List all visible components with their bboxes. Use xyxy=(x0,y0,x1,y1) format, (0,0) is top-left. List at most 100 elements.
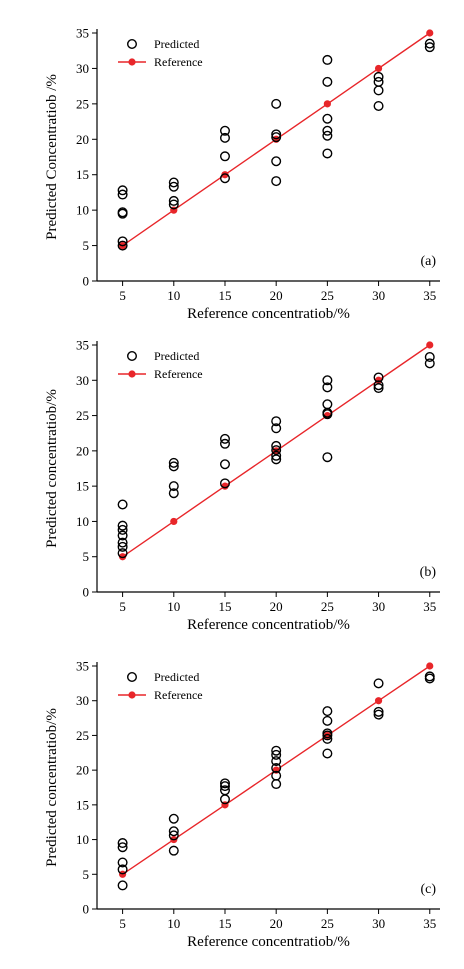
y-tick-label: 15 xyxy=(76,167,89,182)
x-tick-label: 20 xyxy=(270,288,283,303)
predicted-point xyxy=(271,423,282,434)
predicted-point xyxy=(373,709,384,720)
x-tick-label: 15 xyxy=(218,916,231,931)
predicted-point xyxy=(117,185,128,196)
predicted-point xyxy=(271,779,282,790)
x-tick-label: 25 xyxy=(321,599,334,614)
predicted-point xyxy=(219,125,230,136)
panel-label: (b) xyxy=(420,565,437,580)
predicted-point xyxy=(168,195,179,206)
legend-predicted-marker xyxy=(126,39,137,50)
predicted-point xyxy=(117,236,128,247)
reference-point xyxy=(426,662,434,670)
predicted-point xyxy=(424,358,435,369)
predicted-point xyxy=(117,240,128,251)
legend-predicted-marker xyxy=(126,351,137,362)
x-tick-label: 10 xyxy=(167,288,180,303)
predicted-point xyxy=(168,830,179,841)
predicted-point xyxy=(271,749,282,760)
x-tick-label: 10 xyxy=(167,916,180,931)
y-tick-label: 20 xyxy=(76,443,89,458)
x-tick-label: 30 xyxy=(372,916,385,931)
legend-predicted-label: Predicted xyxy=(154,670,199,684)
predicted-point xyxy=(322,409,333,420)
predicted-point xyxy=(271,756,282,767)
legend-reference-marker xyxy=(128,691,136,699)
predicted-point xyxy=(424,351,435,362)
predicted-point xyxy=(373,71,384,82)
y-tick-label: 5 xyxy=(83,238,90,253)
x-tick-label: 5 xyxy=(119,288,126,303)
x-tick-label: 15 xyxy=(218,599,231,614)
scatter-chart-c: 0 5 10 15 20 25 30 35 5 10 15 20 25 30 35 Reference con… xyxy=(44,659,440,950)
x-tick-label: 20 xyxy=(270,599,283,614)
y-tick-label: 35 xyxy=(76,26,89,41)
predicted-point xyxy=(271,450,282,461)
predicted-point xyxy=(271,763,282,774)
scatter-chart-a: 0 5 10 15 20 25 30 35 5 10 15 20 25 30 35 Reference con… xyxy=(44,26,440,322)
predicted-point xyxy=(322,130,333,141)
predicted-point xyxy=(271,416,282,427)
legend-predicted-marker xyxy=(126,672,137,683)
predicted-point xyxy=(117,520,128,531)
predicted-point xyxy=(322,54,333,65)
predicted-point xyxy=(322,715,333,726)
predicted-point xyxy=(117,537,128,548)
x-axis-title: Reference concentratiob/% xyxy=(187,934,350,950)
x-axis-title: Reference concentratiob/% xyxy=(187,306,350,322)
predicted-point xyxy=(117,189,128,200)
predicted-point xyxy=(168,181,179,192)
predicted-point xyxy=(322,748,333,759)
predicted-point xyxy=(271,745,282,756)
predicted-point xyxy=(373,706,384,717)
predicted-point xyxy=(117,548,128,559)
y-tick-label: 35 xyxy=(76,659,89,674)
predicted-point xyxy=(117,530,128,541)
legend-reference-marker xyxy=(128,370,136,378)
x-tick-label: 15 xyxy=(218,288,231,303)
reference-point xyxy=(426,29,434,37)
predicted-point xyxy=(322,452,333,463)
predicted-point xyxy=(219,794,230,805)
reference-point xyxy=(221,171,229,179)
reference-point xyxy=(118,553,127,561)
y-tick-label: 10 xyxy=(76,203,89,218)
y-tick-label: 0 xyxy=(83,902,90,917)
legend-predicted-label: Predicted xyxy=(154,37,199,51)
predicted-point xyxy=(322,113,333,124)
y-tick-label: 35 xyxy=(76,338,89,353)
legend-reference-label: Reference xyxy=(154,688,203,702)
predicted-point xyxy=(219,478,230,489)
y-tick-label: 25 xyxy=(76,728,89,743)
predicted-point xyxy=(117,208,128,219)
predicted-point xyxy=(219,781,230,792)
predicted-point xyxy=(117,880,128,891)
x-tick-label: 5 xyxy=(119,916,126,931)
predicted-point xyxy=(322,733,333,744)
x-tick-label: 30 xyxy=(372,599,385,614)
legend-reference-label: Reference xyxy=(154,55,203,69)
predicted-point xyxy=(271,176,282,187)
x-tick-label: 35 xyxy=(423,599,436,614)
predicted-point xyxy=(322,76,333,87)
y-tick-label: 25 xyxy=(76,408,89,423)
predicted-point xyxy=(219,433,230,444)
predicted-point xyxy=(373,383,384,394)
x-tick-label: 20 xyxy=(270,916,283,931)
x-tick-label: 25 xyxy=(321,916,334,931)
x-axis-title: Reference concentratiob/% xyxy=(187,617,350,633)
predicted-point xyxy=(424,42,435,53)
y-axis-title: Predicted Concentratiob /% xyxy=(44,74,60,240)
predicted-point xyxy=(424,38,435,49)
predicted-point xyxy=(219,151,230,162)
predicted-point xyxy=(117,838,128,849)
reference-point xyxy=(374,697,383,705)
predicted-point xyxy=(322,148,333,159)
predicted-point xyxy=(168,461,179,472)
y-tick-label: 5 xyxy=(83,867,90,882)
y-axis-title: Predicted concentratiob/% xyxy=(44,708,60,867)
predicted-point xyxy=(373,372,384,383)
predicted-point xyxy=(271,98,282,109)
predicted-point xyxy=(271,440,282,451)
predicted-point xyxy=(219,173,230,184)
